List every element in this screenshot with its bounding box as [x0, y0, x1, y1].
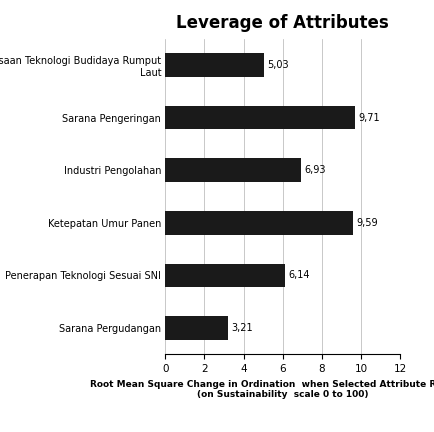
Bar [165, 53, 263, 77]
Bar [165, 264, 285, 287]
Text: 5,03: 5,03 [266, 60, 288, 70]
Bar [165, 106, 355, 130]
Text: 6,14: 6,14 [288, 270, 309, 280]
X-axis label: Root Mean Square Change in Ordination  when Selected Attribute Removed
(on Susta: Root Mean Square Change in Ordination wh… [89, 380, 434, 399]
Text: 3,21: 3,21 [230, 323, 252, 333]
Bar [165, 211, 352, 235]
Bar [165, 159, 300, 182]
Text: 9,71: 9,71 [358, 113, 379, 123]
Text: 6,93: 6,93 [303, 165, 325, 175]
Text: 9,59: 9,59 [355, 218, 377, 228]
Bar [165, 316, 227, 340]
Title: Leverage of Attributes: Leverage of Attributes [176, 14, 388, 32]
